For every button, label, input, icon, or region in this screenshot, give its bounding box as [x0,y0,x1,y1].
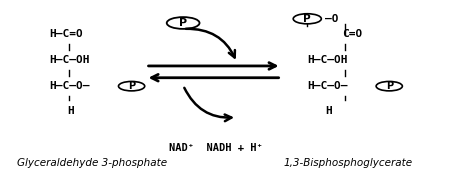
Text: H–C–O–: H–C–O– [307,81,348,91]
Text: P: P [386,81,393,91]
Text: H–C–O–: H–C–O– [50,81,90,91]
Text: NAD⁺  NADH + H⁺: NAD⁺ NADH + H⁺ [169,143,263,153]
Text: H–C–OH: H–C–OH [50,55,90,65]
Text: H–C=O: H–C=O [50,29,83,39]
Text: P: P [303,14,311,24]
Text: P: P [128,81,135,91]
Text: H: H [67,106,74,116]
Text: H: H [325,106,332,116]
Text: –O: –O [325,14,338,24]
Text: Glyceraldehyde 3-phosphate: Glyceraldehyde 3-phosphate [17,158,167,168]
Text: 1,3-Bisphosphoglycerate: 1,3-Bisphosphoglycerate [284,158,413,168]
Text: C=O: C=O [342,29,362,39]
Text: P: P [179,18,187,28]
Text: H–C–OH: H–C–OH [307,55,348,65]
